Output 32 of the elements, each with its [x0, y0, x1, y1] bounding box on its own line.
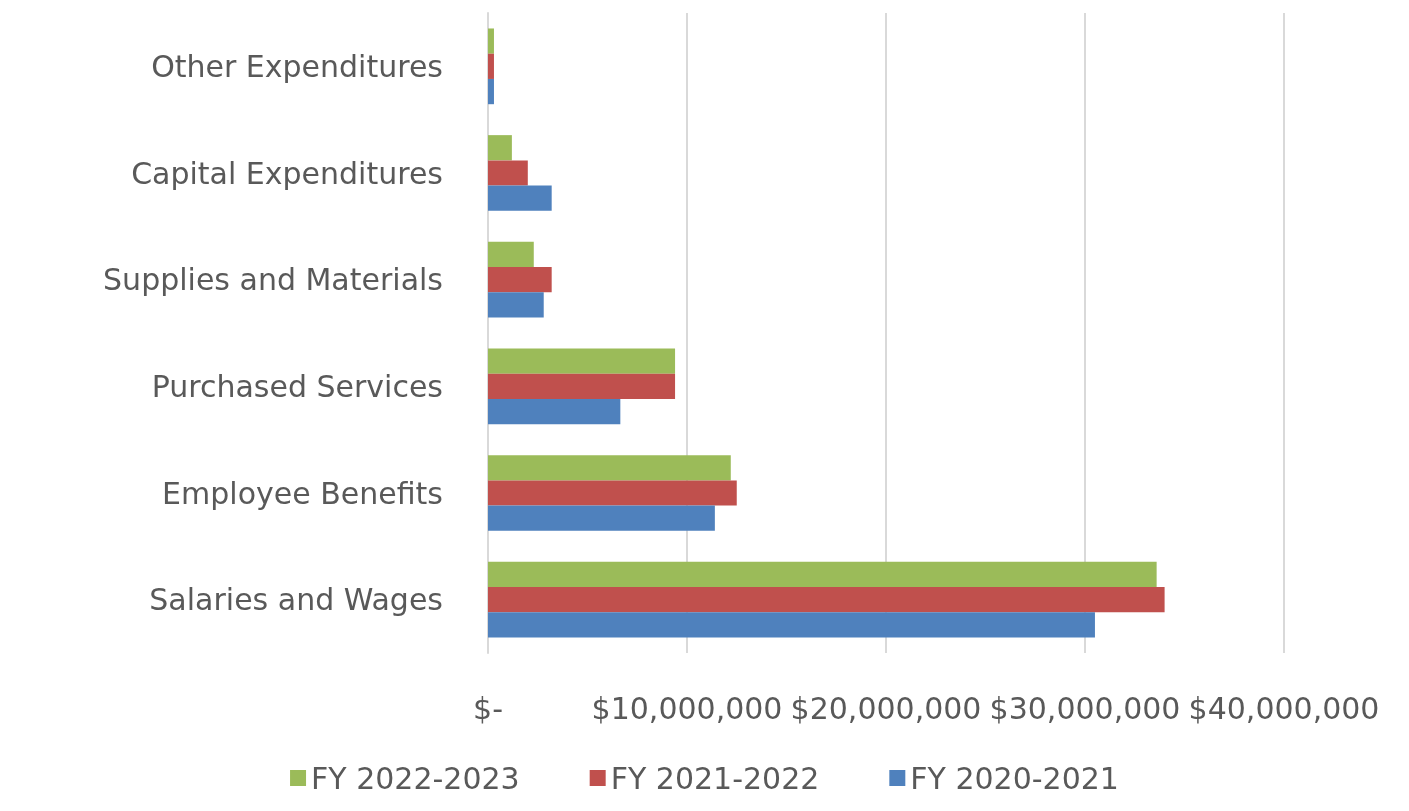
bar	[488, 241, 534, 268]
bar	[488, 78, 494, 105]
bar	[488, 28, 494, 54]
x-tick-label: $20,000,000	[790, 690, 982, 726]
y-tick-label: Capital Expenditures	[131, 155, 443, 191]
legend-label: FY 2020-2021	[910, 760, 1119, 796]
bar	[488, 612, 1095, 638]
bar	[488, 292, 544, 318]
bar	[488, 160, 528, 186]
bar	[488, 505, 715, 531]
x-tick-label: $-	[473, 690, 503, 726]
y-tick-label: Supplies and Materials	[103, 262, 443, 298]
y-tick-label: Employee Benefits	[162, 475, 443, 511]
bar	[488, 135, 512, 161]
x-tick-label: $30,000,000	[989, 690, 1181, 726]
x-tick-label: $10,000,000	[591, 690, 783, 726]
bar	[488, 185, 552, 211]
y-tick-label: Salaries and Wages	[149, 582, 443, 618]
y-tick-label: Purchased Services	[151, 368, 443, 404]
bar	[488, 561, 1157, 588]
bar	[488, 373, 676, 399]
x-tick-label: $40,000,000	[1188, 690, 1380, 726]
bar	[488, 267, 552, 293]
bar	[488, 398, 621, 425]
bar	[488, 348, 676, 374]
bar	[488, 53, 494, 79]
legend-label: FY 2021-2022	[610, 760, 820, 796]
bar	[488, 455, 731, 481]
bar	[488, 480, 737, 506]
legend-label: FY 2022-2023	[311, 760, 520, 796]
y-tick-label: Other Expenditures	[151, 48, 443, 84]
bar	[488, 587, 1165, 613]
